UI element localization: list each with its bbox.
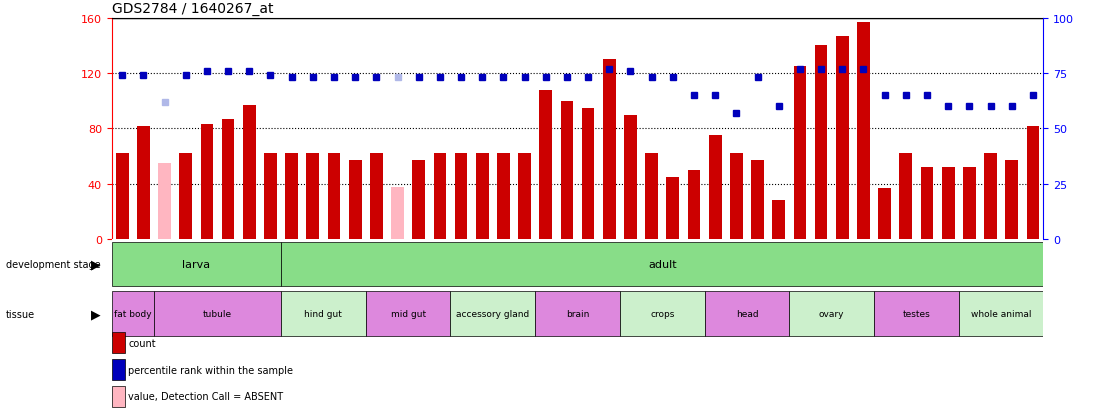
- Bar: [264, 154, 277, 240]
- Bar: [286, 154, 298, 240]
- Text: ovary: ovary: [819, 309, 845, 318]
- Text: GDS2784 / 1640267_at: GDS2784 / 1640267_at: [112, 2, 273, 16]
- Bar: [371, 154, 383, 240]
- Bar: [180, 154, 192, 240]
- Bar: [243, 106, 256, 240]
- Text: accessory gland: accessory gland: [456, 309, 529, 318]
- Text: fat body: fat body: [114, 309, 152, 318]
- Bar: [878, 188, 891, 240]
- Bar: [709, 136, 722, 240]
- Bar: [921, 168, 933, 240]
- Bar: [687, 171, 701, 240]
- Text: testes: testes: [903, 309, 931, 318]
- Text: count: count: [128, 338, 156, 348]
- Bar: [619, 292, 704, 336]
- Bar: [603, 60, 616, 240]
- Text: mid gut: mid gut: [391, 309, 425, 318]
- Text: ▶: ▶: [90, 258, 100, 271]
- Bar: [772, 201, 785, 240]
- Bar: [793, 67, 806, 240]
- Bar: [328, 154, 340, 240]
- Text: tubule: tubule: [203, 309, 232, 318]
- Bar: [137, 126, 150, 240]
- Text: whole animal: whole animal: [971, 309, 1031, 318]
- Text: development stage: development stage: [6, 259, 100, 269]
- Bar: [730, 154, 743, 240]
- Bar: [154, 292, 281, 336]
- Bar: [454, 154, 468, 240]
- Bar: [815, 46, 827, 240]
- Text: tissue: tissue: [6, 309, 35, 319]
- Bar: [984, 154, 997, 240]
- Bar: [222, 119, 234, 240]
- Text: larva: larva: [182, 259, 211, 269]
- Bar: [581, 108, 595, 240]
- Text: hind gut: hind gut: [305, 309, 343, 318]
- Bar: [497, 154, 510, 240]
- Bar: [518, 154, 531, 240]
- Bar: [874, 292, 959, 336]
- Text: crops: crops: [650, 309, 674, 318]
- Bar: [789, 292, 874, 336]
- Bar: [959, 292, 1043, 336]
- Bar: [560, 102, 574, 240]
- Bar: [366, 292, 451, 336]
- Bar: [963, 168, 975, 240]
- Bar: [116, 154, 128, 240]
- Text: brain: brain: [566, 309, 589, 318]
- Bar: [281, 292, 366, 336]
- Bar: [112, 242, 281, 287]
- Bar: [666, 178, 680, 240]
- Bar: [307, 154, 319, 240]
- Bar: [645, 154, 658, 240]
- Bar: [1027, 126, 1039, 240]
- Bar: [201, 125, 213, 240]
- Bar: [281, 242, 1043, 287]
- Bar: [451, 292, 536, 336]
- Bar: [536, 292, 619, 336]
- Bar: [433, 154, 446, 240]
- Bar: [1006, 161, 1018, 240]
- Bar: [836, 36, 848, 240]
- Bar: [475, 154, 489, 240]
- Text: ▶: ▶: [90, 307, 100, 320]
- Text: adult: adult: [648, 259, 676, 269]
- Bar: [624, 115, 637, 240]
- Text: value, Detection Call = ABSENT: value, Detection Call = ABSENT: [128, 392, 283, 401]
- Text: percentile rank within the sample: percentile rank within the sample: [128, 365, 294, 375]
- Bar: [412, 161, 425, 240]
- Bar: [704, 292, 789, 336]
- Bar: [751, 161, 763, 240]
- Bar: [112, 292, 154, 336]
- Bar: [942, 168, 954, 240]
- Bar: [349, 161, 362, 240]
- Bar: [392, 187, 404, 240]
- Bar: [899, 154, 912, 240]
- Bar: [857, 23, 869, 240]
- Text: head: head: [735, 309, 758, 318]
- Bar: [539, 90, 552, 240]
- Bar: [158, 164, 171, 240]
